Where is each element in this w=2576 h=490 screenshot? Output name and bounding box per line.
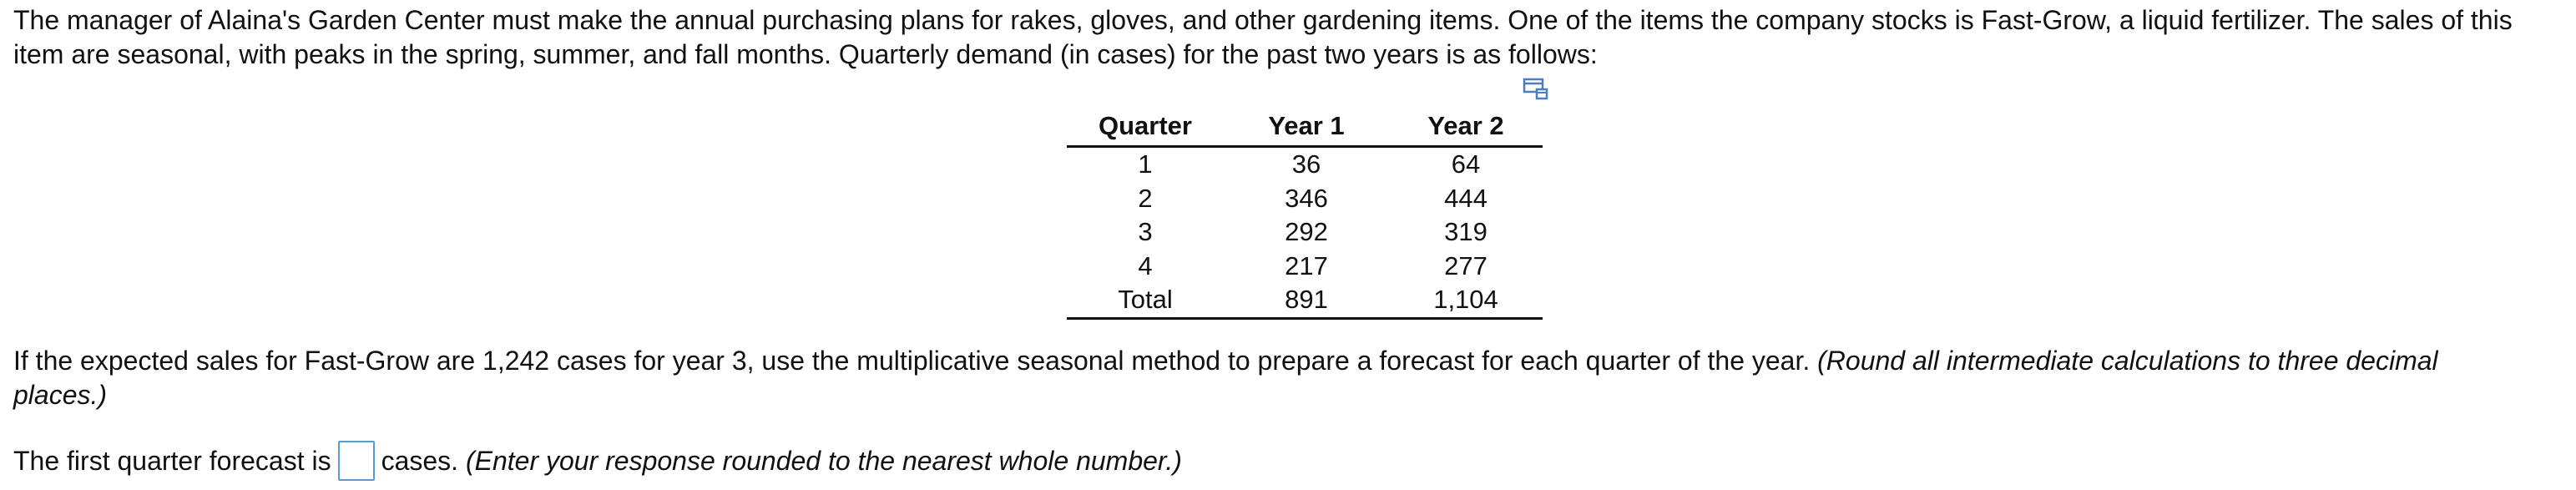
cell-year-2: 277	[1444, 250, 1488, 280]
table-header-row: Quarter Year 1 Year 2	[1067, 107, 1543, 148]
question-text: If the expected sales for Fast-Grow are …	[13, 346, 1818, 376]
cell-total-year-2: 1,104	[1389, 283, 1543, 320]
quarterly-demand-table: Quarter Year 1 Year 2 1 36 64 2 346 444 …	[1067, 107, 1543, 320]
cell-quarter: 1	[1138, 149, 1153, 179]
answer-line: The first quarter forecast is cases. (En…	[13, 441, 1182, 481]
rounding-instruction-continued: places.)	[13, 380, 108, 410]
question-line-1: If the expected sales for Fast-Grow are …	[13, 344, 2438, 378]
cell-year-2: 319	[1444, 217, 1488, 247]
answer-suffix: cases.	[381, 445, 466, 476]
cell-total-year-1: 891	[1224, 283, 1389, 320]
problem-intro-line-2: item are seasonal, with peaks in the spr…	[13, 39, 1598, 69]
answer-instruction: (Enter your response rounded to the near…	[465, 445, 1182, 476]
cell-year-1: 346	[1285, 183, 1328, 213]
table-row: 3 292 319	[1067, 215, 1543, 250]
table-view-icon[interactable]	[1521, 77, 1549, 102]
cell-year-2: 64	[1451, 149, 1481, 179]
header-quarter: Quarter	[1067, 107, 1224, 148]
table-row: 2 346 444	[1067, 182, 1543, 216]
cell-quarter: 3	[1138, 217, 1153, 247]
rounding-instruction: (Round all intermediate calculations to …	[1817, 346, 2438, 376]
problem-intro-line-1: The manager of Alaina's Garden Center mu…	[13, 5, 2513, 35]
table-row: 1 36 64	[1067, 147, 1543, 182]
cell-total-label: Total	[1067, 283, 1224, 320]
first-quarter-forecast-input[interactable]	[337, 441, 375, 481]
cell-year-1: 36	[1291, 149, 1321, 179]
cell-year-2: 444	[1444, 183, 1488, 213]
table-view-icon-graphic	[1523, 78, 1548, 100]
answer-prefix: The first quarter forecast is	[13, 445, 331, 476]
cell-year-1: 292	[1285, 217, 1328, 247]
header-year-2: Year 2	[1389, 107, 1543, 148]
cell-year-1: 217	[1285, 250, 1328, 280]
cell-quarter: 4	[1138, 250, 1153, 280]
table-row: 4 217 277	[1067, 250, 1543, 284]
header-year-1: Year 1	[1224, 107, 1389, 148]
cell-quarter: 2	[1138, 183, 1153, 213]
table-total-row: Total 891 1,104	[1067, 283, 1543, 320]
